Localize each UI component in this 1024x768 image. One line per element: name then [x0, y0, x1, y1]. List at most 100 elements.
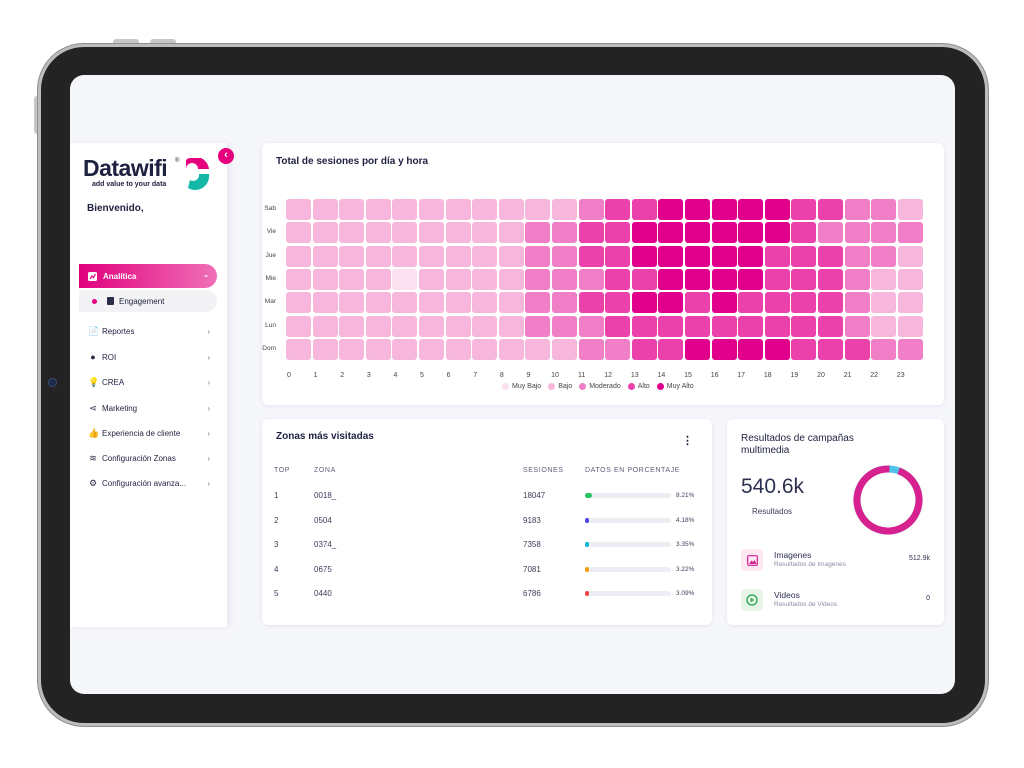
heatmap-cell[interactable] — [312, 268, 338, 290]
heatmap-cell[interactable] — [738, 268, 764, 290]
heatmap-cell[interactable] — [791, 222, 817, 244]
heatmap-cell[interactable] — [711, 199, 737, 220]
heatmap-cell[interactable] — [578, 245, 604, 267]
heatmap-cell[interactable] — [738, 315, 764, 337]
heatmap-cell[interactable] — [339, 268, 365, 290]
heatmap-cell[interactable] — [552, 292, 577, 314]
heatmap-cell[interactable] — [871, 245, 897, 267]
heatmap-cell[interactable] — [498, 338, 524, 360]
heatmap-cell[interactable] — [445, 199, 471, 220]
heatmap-cell[interactable] — [392, 268, 418, 290]
sidebar-item-configuracion-zonas[interactable]: ≋ Configuración Zonas › — [88, 450, 214, 466]
heatmap-cell[interactable] — [844, 315, 870, 337]
heatmap-cell[interactable] — [658, 315, 684, 337]
sidebar-item-experiencia-cliente[interactable]: 👍 Experiencia de cliente › — [88, 425, 214, 441]
heatmap-cell[interactable] — [339, 338, 365, 360]
heatmap-cell[interactable] — [605, 268, 631, 290]
heatmap-cell[interactable] — [552, 338, 577, 360]
heatmap-cell[interactable] — [631, 338, 657, 360]
heatmap-cell[interactable] — [392, 222, 418, 244]
heatmap-cell[interactable] — [605, 338, 631, 360]
heatmap-cell[interactable] — [525, 268, 551, 290]
heatmap-cell[interactable] — [738, 199, 764, 220]
heatmap-cell[interactable] — [844, 245, 870, 267]
heatmap-cell[interactable] — [764, 292, 790, 314]
legend-item[interactable]: Alto — [627, 383, 650, 390]
heatmap-cell[interactable] — [498, 292, 524, 314]
heatmap-cell[interactable] — [312, 222, 338, 244]
heatmap-cell[interactable] — [844, 268, 870, 290]
sidebar-item-marketing[interactable]: ⋖ Marketing › — [88, 400, 214, 416]
heatmap-cell[interactable] — [339, 245, 365, 267]
heatmap-cell[interactable] — [392, 338, 418, 360]
heatmap-cell[interactable] — [525, 315, 551, 337]
heatmap-cell[interactable] — [818, 315, 843, 337]
heatmap-cell[interactable] — [897, 222, 923, 244]
legend-item[interactable]: Muy Bajo — [502, 383, 541, 390]
heatmap-cell[interactable] — [472, 338, 498, 360]
heatmap-cell[interactable] — [764, 268, 790, 290]
heatmap-cell[interactable] — [844, 199, 870, 220]
heatmap-cell[interactable] — [578, 222, 604, 244]
heatmap-cell[interactable] — [738, 222, 764, 244]
legend-item[interactable]: Moderado — [579, 383, 621, 390]
heatmap-cell[interactable] — [578, 292, 604, 314]
heatmap-cell[interactable] — [791, 292, 817, 314]
column-header-top[interactable]: TOP — [274, 467, 291, 474]
heatmap-cell[interactable] — [445, 315, 471, 337]
column-header-datos[interactable]: DATOS EN PORCENTAJE — [585, 467, 681, 474]
heatmap-cell[interactable] — [764, 315, 790, 337]
heatmap-cell[interactable] — [631, 222, 657, 244]
heatmap-cell[interactable] — [818, 268, 843, 290]
heatmap-cell[interactable] — [685, 338, 710, 360]
heatmap-cell[interactable] — [286, 292, 311, 314]
heatmap-cell[interactable] — [685, 222, 710, 244]
heatmap-cell[interactable] — [791, 199, 817, 220]
heatmap-cell[interactable] — [365, 199, 391, 220]
heatmap-cell[interactable] — [658, 292, 684, 314]
heatmap-cell[interactable] — [525, 245, 551, 267]
heatmap-cell[interactable] — [419, 199, 444, 220]
heatmap-cell[interactable] — [844, 222, 870, 244]
heatmap-cell[interactable] — [711, 338, 737, 360]
heatmap-cell[interactable] — [445, 245, 471, 267]
heatmap-cell[interactable] — [871, 199, 897, 220]
more-options-icon[interactable]: ⋮ — [682, 435, 693, 447]
heatmap-cell[interactable] — [365, 268, 391, 290]
heatmap-cell[interactable] — [286, 199, 311, 220]
heatmap-cell[interactable] — [472, 268, 498, 290]
heatmap-cell[interactable] — [658, 268, 684, 290]
heatmap-cell[interactable] — [631, 268, 657, 290]
heatmap-cell[interactable] — [472, 245, 498, 267]
heatmap-cell[interactable] — [897, 268, 923, 290]
heatmap-cell[interactable] — [419, 268, 444, 290]
heatmap-cell[interactable] — [578, 338, 604, 360]
heatmap-cell[interactable] — [631, 292, 657, 314]
collapse-sidebar-button[interactable]: ‹ — [218, 148, 234, 164]
heatmap-cell[interactable] — [818, 199, 843, 220]
column-header-zona[interactable]: ZONA — [314, 467, 336, 474]
heatmap-cell[interactable] — [392, 245, 418, 267]
heatmap-cell[interactable] — [525, 338, 551, 360]
heatmap-cell[interactable] — [365, 338, 391, 360]
heatmap-cell[interactable] — [897, 338, 923, 360]
heatmap-cell[interactable] — [312, 245, 338, 267]
heatmap-cell[interactable] — [658, 245, 684, 267]
heatmap-cell[interactable] — [445, 222, 471, 244]
heatmap-cell[interactable] — [419, 315, 444, 337]
heatmap-cell[interactable] — [711, 315, 737, 337]
heatmap-cell[interactable] — [578, 268, 604, 290]
heatmap-cell[interactable] — [472, 292, 498, 314]
heatmap-cell[interactable] — [339, 292, 365, 314]
heatmap-cell[interactable] — [365, 222, 391, 244]
heatmap-cell[interactable] — [419, 292, 444, 314]
heatmap-cell[interactable] — [764, 199, 790, 220]
heatmap-cell[interactable] — [631, 315, 657, 337]
heatmap-cell[interactable] — [498, 245, 524, 267]
heatmap-cell[interactable] — [844, 338, 870, 360]
heatmap-cell[interactable] — [445, 292, 471, 314]
heatmap-cell[interactable] — [419, 245, 444, 267]
heatmap-cell[interactable] — [419, 338, 444, 360]
heatmap-cell[interactable] — [711, 245, 737, 267]
heatmap-cell[interactable] — [498, 222, 524, 244]
